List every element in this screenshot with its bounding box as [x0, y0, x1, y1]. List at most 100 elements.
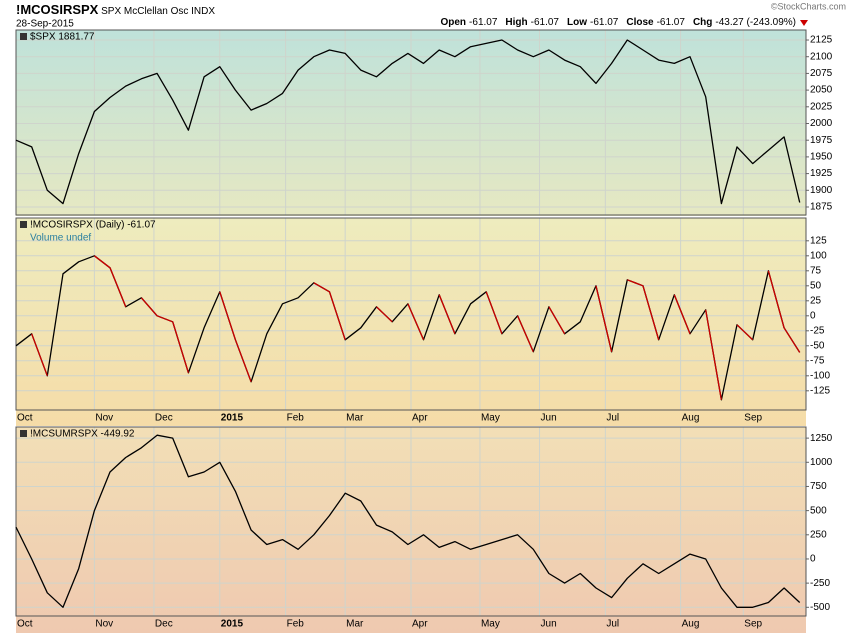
x-tick-label: Jun — [541, 413, 557, 424]
y-tick-label: 2050 — [810, 85, 833, 96]
panel-label: !MCSUMRSPX -449.92 — [30, 429, 135, 440]
decline-segment — [673, 294, 691, 335]
exchange: INDX — [191, 6, 215, 17]
decline-segment — [516, 315, 534, 353]
x-tick-label: Sep — [744, 619, 762, 630]
x-tick-label: Apr — [412, 619, 428, 630]
x-tick-label: 2015 — [221, 413, 244, 424]
x-tick-label: Nov — [95, 413, 113, 424]
x-tick-label: Apr — [412, 413, 428, 424]
date: 28-Sep-2015 — [16, 19, 74, 30]
quote-value: -61.07 — [657, 17, 686, 28]
y-tick-label: 2000 — [810, 118, 833, 129]
panel-sublabel: Volume undef — [30, 233, 91, 244]
quote-label: Close — [626, 17, 654, 28]
y-tick-label: -100 — [810, 370, 830, 381]
y-tick-label: 500 — [810, 505, 827, 516]
y-tick-label: -500 — [810, 602, 830, 613]
y-tick-label: -50 — [810, 340, 825, 351]
panel-frame — [15, 426, 807, 617]
quote-value: -61.07 — [531, 17, 560, 28]
decline-segment — [93, 255, 111, 269]
y-tick-label: 1875 — [810, 202, 833, 213]
y-tick-label: 250 — [810, 529, 827, 540]
y-tick-label: -250 — [810, 578, 830, 589]
y-tick-label: 1925 — [810, 168, 833, 179]
y-tick-label: -25 — [810, 325, 825, 336]
decline-segment — [313, 282, 330, 293]
decline-segment — [328, 291, 346, 341]
y-tick-label: 2125 — [810, 35, 833, 46]
y-tick-label: 100 — [810, 250, 827, 261]
panel-frame — [15, 29, 807, 216]
x-tick-label: Feb — [287, 619, 305, 630]
x-tick-label: Jul — [606, 413, 619, 424]
quote: Open -61.07 High -61.07 Low -61.07 Close -61.07… — [440, 17, 796, 28]
series-line — [15, 39, 801, 205]
y-tick-label: 0 — [810, 554, 816, 565]
x-tick-label: Dec — [155, 619, 173, 630]
x-tick-label: Aug — [682, 413, 700, 424]
x-tick-label: May — [481, 413, 500, 424]
decline-segment — [234, 339, 252, 383]
y-tick-label: 750 — [810, 481, 827, 492]
quote-value: -43.27 (-243.09%) — [715, 17, 796, 28]
decline-segment — [642, 285, 660, 340]
decline-segment — [109, 267, 127, 308]
y-tick-label: 2025 — [810, 101, 833, 112]
decline-segment — [595, 285, 613, 352]
panel-icon — [20, 221, 27, 228]
y-tick-label: 50 — [810, 280, 822, 291]
decline-segment — [627, 279, 644, 287]
y-tick-label: -75 — [810, 355, 825, 366]
header-title: !MCOSIRSPX SPX McClellan Osc INDX — [16, 2, 215, 17]
x-tick-label: Jun — [541, 619, 557, 630]
decline-segment — [219, 291, 237, 341]
x-tick-label: Nov — [95, 619, 113, 630]
series-line — [15, 434, 801, 608]
panel-frame — [15, 217, 807, 411]
y-tick-label: -125 — [810, 385, 830, 396]
x-tick-label: 2015 — [221, 619, 244, 630]
panel-label: $SPX 1881.77 — [30, 32, 95, 43]
x-tick-label: Sep — [744, 413, 762, 424]
decline-segment — [31, 333, 48, 377]
decline-segment — [172, 321, 190, 373]
panel-icon — [20, 33, 27, 40]
quote-label: Open — [440, 17, 466, 28]
quote-label: Low — [567, 17, 587, 28]
quote-value: -61.07 — [590, 17, 619, 28]
decline-segment — [376, 306, 393, 323]
x-tick-label: Dec — [155, 413, 173, 424]
decline-segment — [783, 327, 801, 353]
panel-icon — [20, 430, 27, 437]
y-tick-label: 2075 — [810, 68, 833, 79]
y-tick-label: 1000 — [810, 457, 833, 468]
credit: ©StockCharts.com — [771, 1, 846, 11]
decline-segment — [156, 315, 173, 323]
quote-value: -61.07 — [469, 17, 498, 28]
y-tick-label: 0 — [810, 310, 816, 321]
decline-segment — [736, 324, 754, 341]
x-tick-label: Oct — [17, 619, 33, 630]
y-tick-label: 75 — [810, 265, 822, 276]
y-tick-label: 1900 — [810, 185, 833, 196]
x-tick-label: Jul — [606, 619, 619, 630]
symbol-name: SPX McClellan Osc — [101, 6, 188, 17]
quote-label: Chg — [693, 17, 712, 28]
x-tick-label: Mar — [346, 619, 364, 630]
y-tick-label: 1975 — [810, 135, 833, 146]
decline-segment — [438, 294, 456, 335]
y-tick-label: 1250 — [810, 433, 833, 444]
decline-segment — [705, 309, 722, 400]
panel-label: !MCOSIRSPX (Daily) -61.07 — [30, 220, 156, 231]
down-arrow — [800, 20, 808, 26]
x-tick-label: Feb — [287, 413, 305, 424]
y-tick-label: 25 — [810, 295, 822, 306]
decline-segment — [485, 291, 503, 335]
decline-segment — [140, 297, 158, 317]
x-tick-label: Aug — [682, 619, 700, 630]
y-tick-label: 2100 — [810, 51, 833, 62]
decline-segment — [767, 270, 785, 328]
